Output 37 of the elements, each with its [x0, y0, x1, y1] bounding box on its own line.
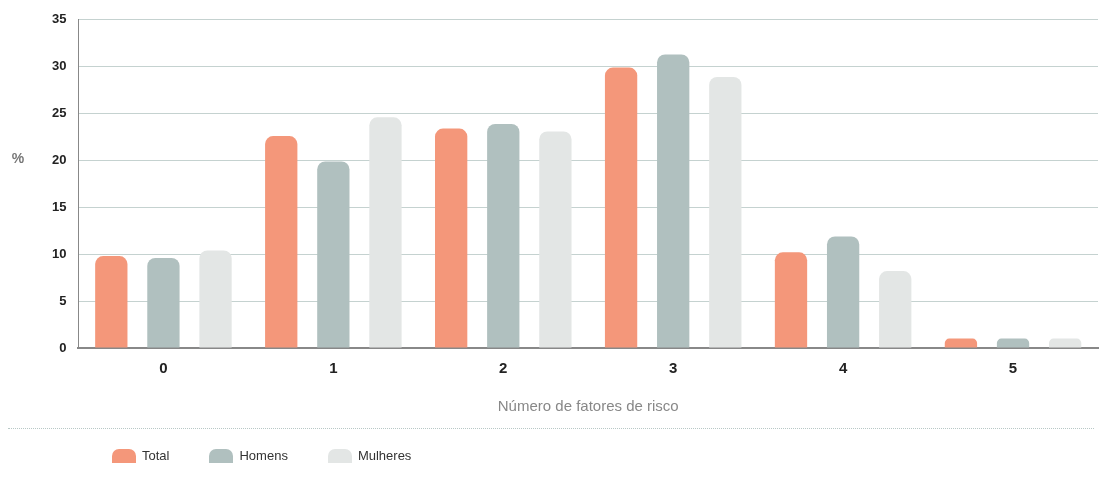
bar	[1048, 338, 1082, 348]
bar	[826, 236, 860, 348]
x-tick-label: 1	[329, 359, 338, 377]
bar	[199, 250, 232, 348]
bar	[879, 271, 912, 348]
y-tick-label: 10	[51, 245, 67, 261]
bar	[317, 161, 350, 348]
bar	[487, 123, 520, 348]
x-tick-label: 3	[669, 359, 678, 377]
bar	[539, 131, 572, 348]
legend-label: Mulheres	[357, 448, 412, 463]
x-tick-label: 4	[838, 359, 848, 377]
bar	[147, 257, 180, 348]
bar	[265, 136, 298, 348]
y-tick-label: 25	[51, 105, 67, 121]
y-tick-label: 0	[59, 339, 67, 355]
bar	[95, 256, 128, 348]
y-tick-label: 5	[59, 292, 67, 308]
bar	[369, 117, 402, 348]
bar	[709, 77, 742, 348]
y-tick-label: 20	[51, 152, 67, 168]
y-tick-label: 30	[51, 58, 67, 74]
x-tick-label: 0	[159, 359, 168, 377]
legend-label: Total	[142, 448, 170, 463]
y-tick-label: 15	[51, 198, 67, 214]
y-tick-label: 35	[51, 11, 67, 27]
bar	[657, 54, 690, 348]
x-tick-label: 2	[499, 359, 508, 377]
bar	[774, 252, 808, 348]
bar	[944, 338, 978, 348]
legend-label: Homens	[239, 448, 288, 463]
x-tick-label: 5	[1008, 359, 1018, 377]
x-axis-title: Número de fatores de risco	[497, 397, 679, 415]
bar	[996, 338, 1030, 348]
bar	[435, 128, 468, 348]
bar	[604, 67, 638, 348]
y-axis-title: %	[11, 149, 25, 166]
